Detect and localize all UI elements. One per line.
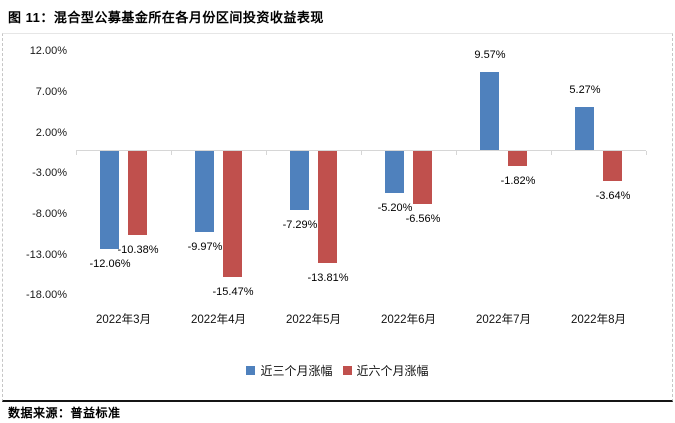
bar — [128, 151, 147, 235]
bar — [195, 151, 214, 232]
y-axis-label: 2.00% — [35, 127, 67, 139]
chart-frame: 12.00% 7.00% 2.00% -3.00% -8.00% -13.00% -18.0… — [2, 33, 673, 402]
bar — [413, 151, 432, 204]
legend-label-3month: 近三个月涨幅 — [260, 364, 333, 378]
legend-marker-6month-icon — [342, 366, 352, 375]
y-axis-label: 12.00% — [29, 45, 67, 57]
bar — [603, 151, 622, 181]
legend-item-6month: 近六个月涨幅 — [342, 362, 429, 379]
bar — [290, 151, 309, 210]
bar-value-label: -15.47% — [212, 286, 254, 298]
bar-value-label: -9.97% — [187, 241, 223, 253]
bar-value-label: -10.38% — [117, 244, 159, 256]
bar-value-label: -12.06% — [89, 258, 131, 270]
legend-label-6month: 近六个月涨幅 — [356, 364, 429, 378]
x-axis-tick — [266, 151, 267, 155]
legend: 近三个月涨幅 近六个月涨幅 — [3, 363, 672, 378]
y-axis-label: -3.00% — [32, 167, 67, 179]
bar-value-label: -13.81% — [307, 272, 349, 284]
y-axis-label: -18.00% — [26, 289, 67, 301]
x-axis-tick — [171, 151, 172, 155]
legend-marker-3month-icon — [246, 366, 256, 375]
bar — [385, 151, 404, 193]
bar — [318, 151, 337, 263]
plot-area: 12.00% 7.00% 2.00% -3.00% -8.00% -13.00% -18.0… — [3, 34, 672, 400]
bar — [223, 151, 242, 277]
bar-value-label: -1.82% — [500, 175, 536, 187]
x-axis-tick — [361, 151, 362, 155]
x-axis-tick — [551, 151, 552, 155]
y-axis-label: -8.00% — [32, 208, 67, 220]
x-axis-label: 2022年7月 — [476, 314, 531, 326]
x-axis-label: 2022年8月 — [571, 314, 626, 326]
bar-value-label: -5.20% — [377, 202, 413, 214]
x-axis-label: 2022年3月 — [96, 314, 151, 326]
bar — [480, 72, 499, 150]
bar-value-label: -3.64% — [595, 190, 631, 202]
x-axis-tick — [76, 151, 77, 155]
bar-value-label: 9.57% — [474, 49, 506, 61]
x-axis-tick — [646, 151, 647, 155]
bar — [575, 107, 594, 150]
bar-value-label: 5.27% — [569, 84, 601, 96]
x-axis-tick — [456, 151, 457, 155]
x-axis-label: 2022年4月 — [191, 314, 246, 326]
y-axis-label: -13.00% — [26, 249, 67, 261]
bar — [100, 151, 119, 249]
data-source: 数据来源：普益标准 — [8, 406, 121, 420]
x-axis-label: 2022年6月 — [381, 314, 436, 326]
chart-title: 图 11：混合型公募基金所在各月份区间投资收益表现 — [8, 10, 324, 25]
legend-item-3month: 近三个月涨幅 — [246, 362, 333, 379]
bar-value-label: -7.29% — [282, 219, 318, 231]
bar — [508, 151, 527, 166]
bar-value-label: -6.56% — [405, 213, 441, 225]
x-axis-label: 2022年5月 — [286, 314, 341, 326]
y-axis-label: 7.00% — [35, 86, 67, 98]
x-axis-line — [76, 150, 646, 151]
